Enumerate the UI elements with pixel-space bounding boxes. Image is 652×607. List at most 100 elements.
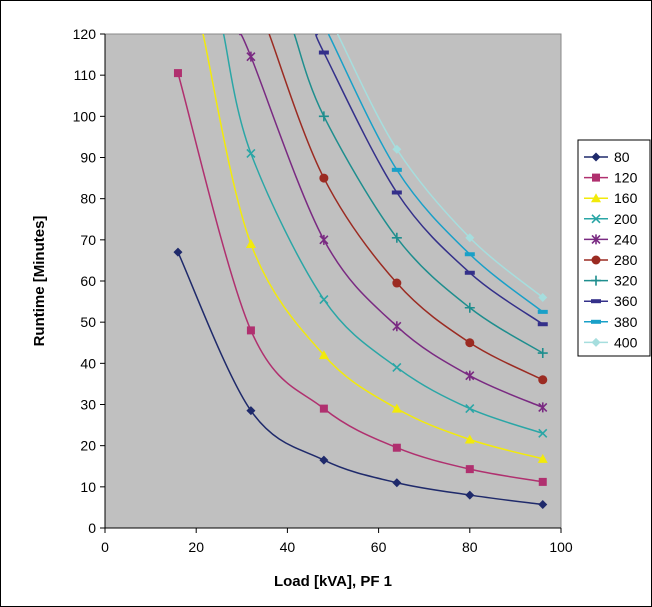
y-tick-label: 50 <box>80 314 96 330</box>
data-point <box>318 111 329 122</box>
data-point <box>464 270 475 275</box>
data-point <box>538 402 548 413</box>
data-point <box>173 247 183 257</box>
data-point <box>246 326 255 335</box>
y-tick-label: 40 <box>80 355 96 371</box>
x-tick-label: 100 <box>549 539 573 555</box>
legend-marker <box>591 214 601 224</box>
data-point <box>538 428 548 438</box>
series-360 <box>315 34 548 327</box>
legend-label: 120 <box>614 170 638 186</box>
y-tick-label: 10 <box>80 479 96 495</box>
data-point <box>391 232 402 243</box>
data-point <box>537 309 548 314</box>
legend-item-360: 360 <box>584 293 638 309</box>
data-point <box>391 403 402 413</box>
data-point <box>392 443 401 452</box>
legend-marker <box>591 319 601 324</box>
series-line <box>336 34 544 299</box>
data-point <box>465 338 475 348</box>
x-tick-label: 20 <box>188 539 204 555</box>
data-point <box>246 51 256 62</box>
legend-item-240: 240 <box>584 231 638 247</box>
data-point <box>319 294 329 305</box>
legend-label: 200 <box>614 211 638 227</box>
legend-marker <box>591 255 601 265</box>
series-240 <box>238 34 548 413</box>
x-axis: 0 20 40 60 80 100 <box>101 527 573 555</box>
data-point <box>537 453 548 463</box>
legend-label: 320 <box>614 273 638 289</box>
series-layer <box>173 34 548 510</box>
legend-marker <box>592 173 600 182</box>
data-point <box>537 348 548 359</box>
data-point <box>392 321 402 332</box>
data-point <box>391 190 402 195</box>
data-point <box>538 477 547 486</box>
legend-marker <box>591 299 601 304</box>
y-tick-label: 30 <box>80 397 96 413</box>
legend-marker <box>591 152 601 162</box>
legend-marker <box>591 234 601 245</box>
x-axis-label: Load [kVA], PF 1 <box>274 573 392 590</box>
data-point <box>392 362 402 373</box>
legend-label: 400 <box>614 334 638 350</box>
series-80 <box>173 247 548 510</box>
data-point <box>391 167 402 172</box>
legend: 80 120 160 200 240 280 320 360 380 400 <box>577 139 651 357</box>
data-point <box>465 465 474 474</box>
data-point <box>538 292 548 302</box>
legend-item-400: 400 <box>584 334 638 350</box>
data-point <box>464 434 475 444</box>
series-200 <box>222 34 548 438</box>
y-tick-label: 20 <box>80 438 96 454</box>
data-point <box>464 252 475 257</box>
data-point <box>392 278 402 288</box>
series-280 <box>268 34 548 385</box>
data-point <box>465 404 475 414</box>
legend-item-380: 380 <box>584 314 638 330</box>
y-tick-label: 120 <box>73 26 97 42</box>
plot-area <box>104 33 562 529</box>
data-point <box>319 455 329 465</box>
data-point <box>319 404 328 413</box>
data-point <box>319 234 329 245</box>
data-point <box>537 322 548 327</box>
data-point <box>173 69 182 78</box>
data-point <box>538 500 548 510</box>
series-line <box>268 34 544 381</box>
data-point <box>318 50 329 55</box>
x-tick-label: 80 <box>462 539 478 555</box>
x-tick-label: 40 <box>280 539 296 555</box>
legend-item-80: 80 <box>584 149 630 165</box>
y-tick-label: 100 <box>73 108 97 124</box>
data-point <box>392 144 402 154</box>
y-axis-label: Runtime [Minutes] <box>31 216 48 347</box>
legend-item-120: 120 <box>584 170 638 186</box>
data-point <box>538 375 548 385</box>
legend-label: 380 <box>614 314 638 330</box>
legend-label: 280 <box>614 252 638 268</box>
y-tick-label: 0 <box>88 520 96 536</box>
y-tick-label: 110 <box>74 67 97 83</box>
data-point <box>465 370 475 381</box>
legend-item-280: 280 <box>584 252 638 268</box>
data-point <box>245 238 256 248</box>
series-line <box>327 34 544 313</box>
legend-marker <box>591 275 601 286</box>
series-320 <box>293 34 548 359</box>
legend-label: 160 <box>614 190 638 206</box>
data-point <box>319 173 329 183</box>
y-tick-label: 90 <box>80 150 96 166</box>
x-tick-label: 60 <box>371 539 387 555</box>
legend-item-320: 320 <box>584 273 638 289</box>
x-tick-label: 0 <box>101 539 109 555</box>
legend-item-200: 200 <box>584 211 638 227</box>
data-point <box>246 406 256 416</box>
legend-marker <box>591 193 601 203</box>
series-120 <box>173 69 547 486</box>
data-point <box>464 302 475 313</box>
y-tick-label: 80 <box>80 191 96 207</box>
series-380 <box>327 34 548 314</box>
